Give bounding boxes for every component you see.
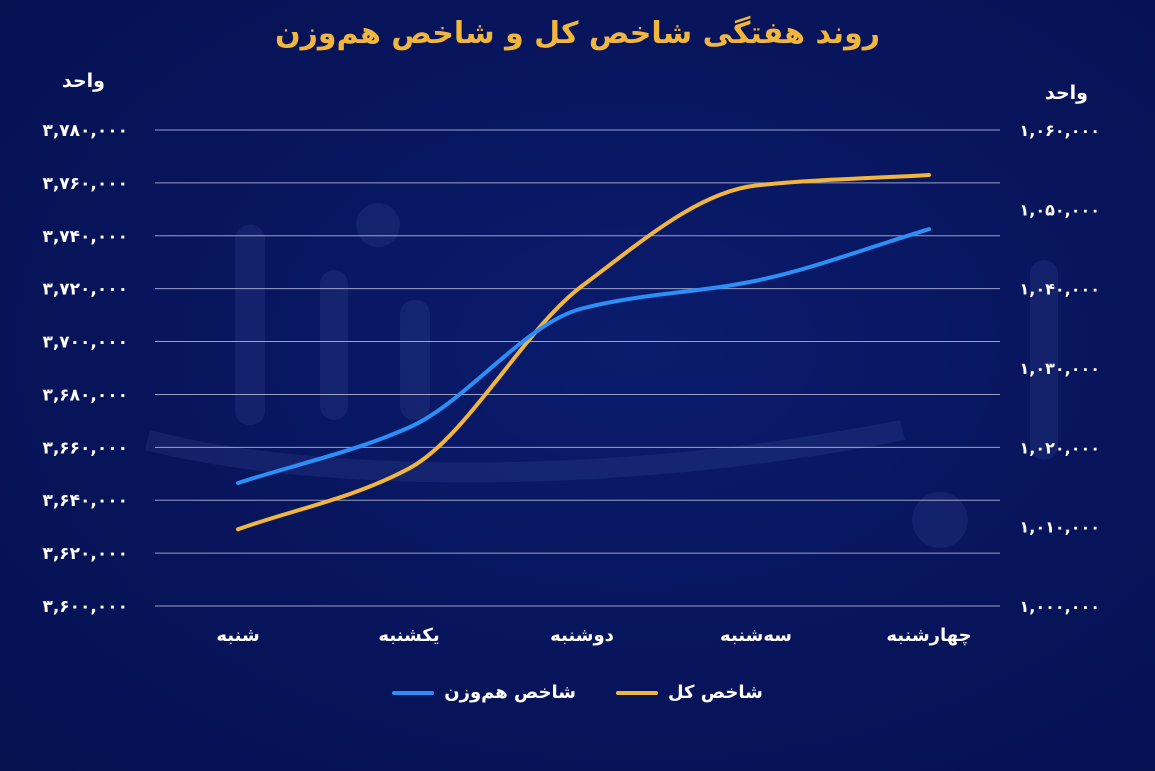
watermark-logo (145, 203, 1058, 548)
legend-item-total-index: شاخص کل (615, 682, 763, 703)
series-line-equal-weight-index (236, 227, 931, 486)
right-axis-tick-label: ۱,۰۳۰,۰۰۰ (1019, 359, 1100, 378)
left-axis-tick-label: ۳,۶۸۰,۰۰۰ (42, 385, 128, 405)
x-axis-tick-label: دوشنبه (550, 625, 614, 646)
right-axis-unit-label: واحد (1045, 82, 1088, 104)
left-axis-tick-label: ۳,۶۰۰,۰۰۰ (42, 597, 128, 617)
left-axis-tick-label: ۳,۷۸۰,۰۰۰ (42, 121, 128, 141)
right-axis-tick-label: ۱,۰۵۰,۰۰۰ (1019, 200, 1100, 219)
chart-title: روند هفتگی شاخص کل و شاخص هم‌وزن (275, 16, 880, 51)
legend-label-total-index: شاخص کل (667, 682, 763, 703)
legend-swatch-equal-weight-index (392, 690, 435, 695)
left-axis-tick-label: ۳,۶۲۰,۰۰۰ (42, 544, 128, 564)
left-axis-unit-label: واحد (62, 70, 105, 92)
right-axis-tick-label: ۱,۰۰۰,۰۰۰ (1019, 597, 1100, 616)
left-axis-tick-label: ۳,۷۴۰,۰۰۰ (42, 227, 128, 247)
x-axis-tick-label: سه‌شنبه (720, 625, 792, 646)
right-axis-tick-label: ۱,۰۴۰,۰۰۰ (1019, 280, 1100, 299)
x-axis-tick-label: شنبه (216, 625, 259, 646)
legend-swatch-total-index (615, 690, 658, 695)
legend-label-equal-weight-index: شاخص هم‌وزن (444, 682, 576, 703)
x-axis-tick-label: چهارشنبه (886, 625, 971, 646)
left-axis-tick-label: ۳,۶۴۰,۰۰۰ (42, 491, 128, 511)
left-axis-tick-label: ۳,۷۲۰,۰۰۰ (42, 280, 128, 300)
right-axis-tick-label: ۱,۰۶۰,۰۰۰ (1019, 121, 1100, 140)
left-axis-tick-label: ۳,۶۶۰,۰۰۰ (42, 438, 128, 458)
right-axis-tick-label: ۱,۰۱۰,۰۰۰ (1019, 518, 1100, 537)
x-axis-tick-label: یکشنبه (378, 625, 439, 646)
legend-item-equal-weight-index: شاخص هم‌وزن (392, 682, 576, 703)
left-axis-tick-label: ۳,۷۰۰,۰۰۰ (42, 333, 128, 353)
left-axis-tick-label: ۳,۷۶۰,۰۰۰ (42, 174, 128, 194)
legend: شاخص کل شاخص هم‌وزن (0, 682, 1155, 703)
right-axis-tick-label: ۱,۰۲۰,۰۰۰ (1019, 438, 1100, 457)
series-line-total-index (236, 172, 931, 532)
